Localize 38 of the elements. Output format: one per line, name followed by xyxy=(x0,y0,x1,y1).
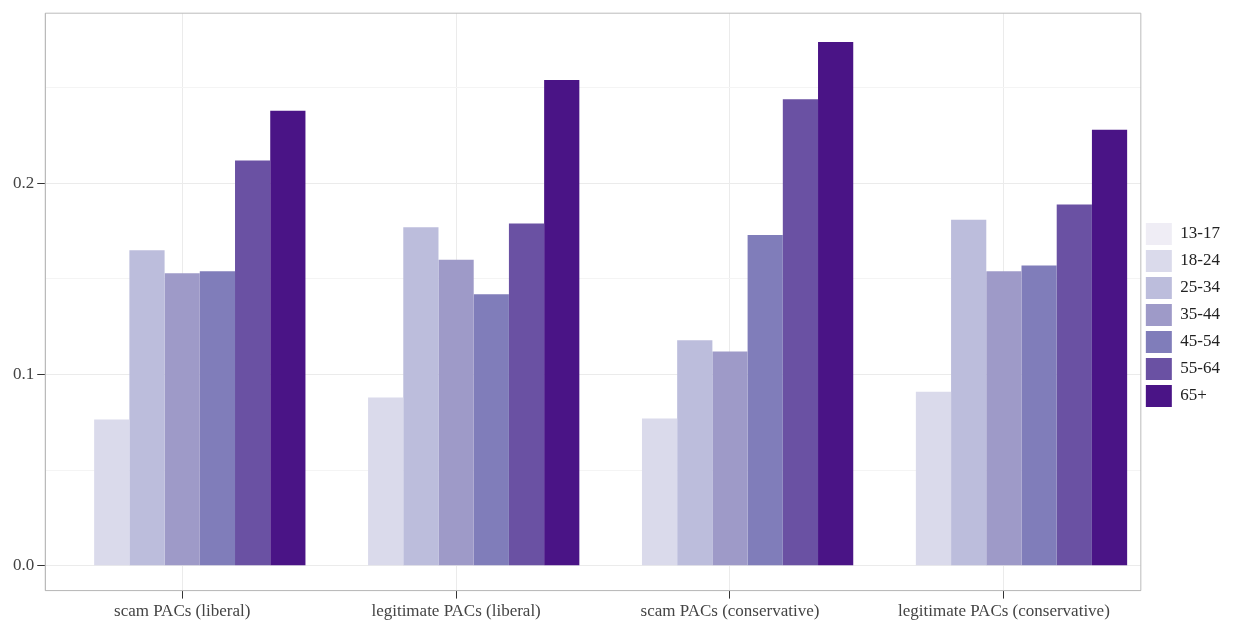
legend-label: 45-54 xyxy=(1180,331,1221,351)
bar xyxy=(986,271,1022,566)
bar xyxy=(164,273,200,566)
bar xyxy=(1091,129,1128,566)
bar xyxy=(508,223,545,566)
bar xyxy=(235,160,271,566)
legend-label: 65+ xyxy=(1180,385,1207,405)
bar xyxy=(915,391,952,566)
bar xyxy=(473,294,509,566)
x-tick-label: scam PACs (conservative) xyxy=(640,601,820,621)
x-tick-label: scam PACs (liberal) xyxy=(114,601,251,621)
bar xyxy=(747,234,783,566)
bar xyxy=(677,340,713,566)
x-tick-label: legitimate PACs (liberal) xyxy=(371,601,541,621)
bar xyxy=(712,351,748,566)
bar xyxy=(782,99,819,566)
bar xyxy=(1021,265,1057,566)
bar xyxy=(403,227,439,566)
x-tick-label: legitimate PACs (conservative) xyxy=(897,601,1110,621)
bar xyxy=(270,110,306,566)
legend-label: 35-44 xyxy=(1180,304,1221,324)
bar xyxy=(438,259,474,566)
bar xyxy=(94,419,130,566)
bar xyxy=(199,271,236,566)
y-tick-label: 0.1 xyxy=(13,364,35,384)
bar xyxy=(818,41,854,566)
legend-label: 25-34 xyxy=(1180,277,1221,297)
bar xyxy=(368,397,404,566)
legend-label: 13-17 xyxy=(1180,223,1221,243)
y-tick-label: 0.2 xyxy=(13,172,35,192)
bar xyxy=(951,219,987,566)
bar xyxy=(544,80,580,566)
y-tick-label: 0.0 xyxy=(13,555,35,575)
legend-label: 18-24 xyxy=(1180,250,1221,270)
legend-label: 55-64 xyxy=(1180,358,1221,378)
bar xyxy=(641,418,678,566)
bar xyxy=(1056,204,1092,566)
bar xyxy=(129,250,165,566)
